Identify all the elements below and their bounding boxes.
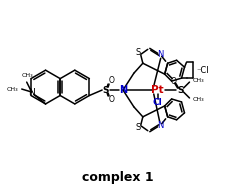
Text: N: N xyxy=(157,121,164,130)
Text: N: N xyxy=(157,50,164,59)
Text: CH₃: CH₃ xyxy=(22,73,34,78)
Text: Pt: Pt xyxy=(151,85,164,95)
Text: S: S xyxy=(135,48,140,57)
Text: N: N xyxy=(119,85,127,95)
Text: S: S xyxy=(177,86,184,94)
Text: N: N xyxy=(28,88,35,97)
Text: O: O xyxy=(108,76,114,85)
Text: S: S xyxy=(103,86,109,94)
Text: complex 1: complex 1 xyxy=(82,171,154,184)
Text: ⁻Cl: ⁻Cl xyxy=(196,66,209,75)
Text: Cl: Cl xyxy=(153,98,162,107)
Text: CH₃: CH₃ xyxy=(6,87,18,91)
Text: CH₃: CH₃ xyxy=(192,98,204,102)
Text: O: O xyxy=(171,77,177,86)
Text: CH₃: CH₃ xyxy=(192,78,204,83)
Text: S: S xyxy=(135,123,140,132)
Text: O: O xyxy=(108,95,114,105)
